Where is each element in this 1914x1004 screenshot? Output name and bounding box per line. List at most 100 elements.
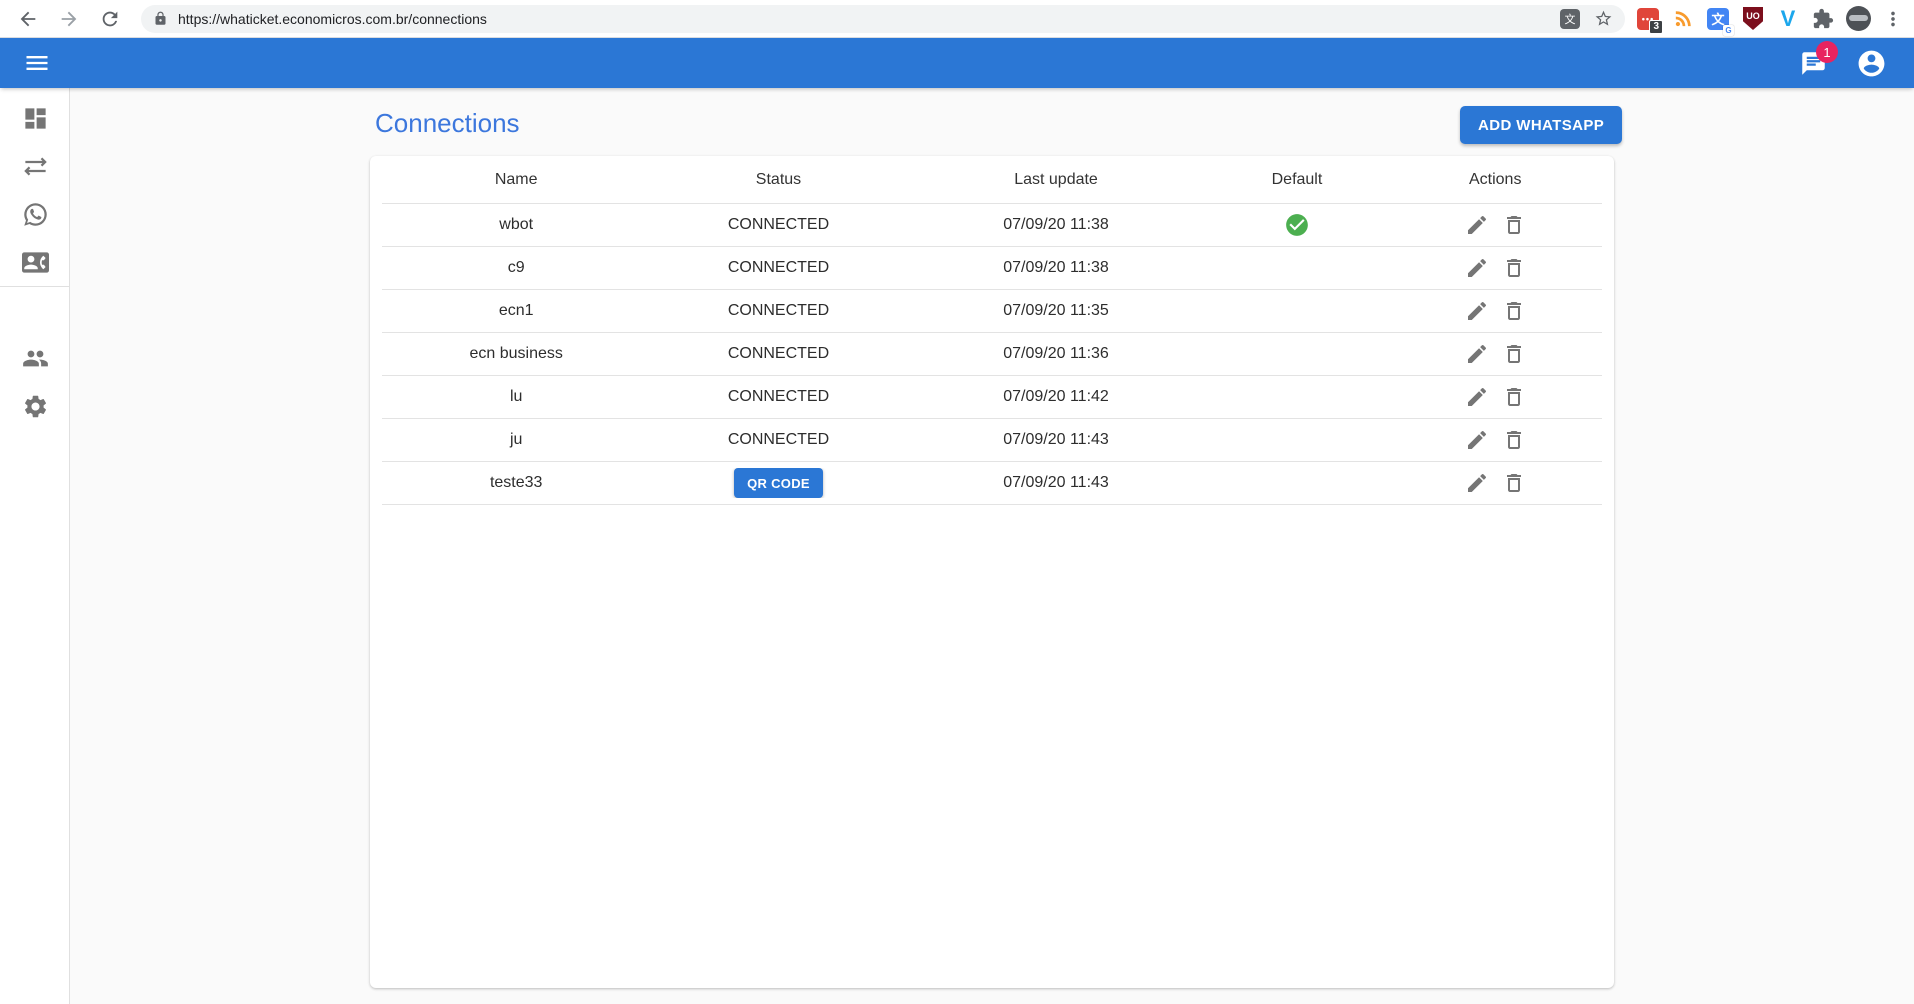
- trash-icon: [1502, 471, 1526, 495]
- table-row: lu CONNECTED 07/09/20 11:42: [382, 376, 1602, 419]
- sidebar-item-connections[interactable]: [0, 190, 70, 238]
- connection-last-update: 07/09/20 11:43: [1003, 431, 1109, 448]
- main-content: Connections ADD WHATSAPP Name Status Las…: [70, 88, 1914, 1004]
- connection-actions: [1388, 469, 1602, 497]
- app-bar: 1: [0, 38, 1914, 88]
- sidebar-item-users[interactable]: [0, 334, 70, 382]
- table-row: ecn1 CONNECTED 07/09/20 11:35: [382, 290, 1602, 333]
- sidebar-item-tickets[interactable]: [0, 142, 70, 190]
- delete-connection-button[interactable]: [1500, 383, 1528, 411]
- connection-actions: [1388, 426, 1602, 454]
- extension-rss-icon[interactable]: [1670, 5, 1696, 33]
- extensions-puzzle-icon[interactable]: [1810, 5, 1836, 33]
- dashboard-icon: [22, 105, 49, 132]
- sidebar: [0, 88, 70, 1004]
- connection-name: lu: [509, 388, 523, 405]
- whatsapp-icon: [22, 201, 49, 228]
- people-icon: [22, 345, 49, 372]
- pencil-icon: [1465, 256, 1489, 280]
- extension-count-badge: 3: [1649, 19, 1663, 34]
- connection-status: CONNECTED: [727, 216, 830, 233]
- trash-icon: [1502, 256, 1526, 280]
- connection-status: CONNECTED: [727, 302, 830, 319]
- extension-ublock-icon[interactable]: UO: [1740, 5, 1766, 33]
- delete-connection-button[interactable]: [1500, 469, 1528, 497]
- connection-status: CONNECTED: [727, 431, 830, 448]
- delete-connection-button[interactable]: [1500, 254, 1528, 282]
- browser-menu-kebab-icon[interactable]: [1880, 5, 1906, 33]
- contact-phone-icon: [22, 249, 49, 276]
- connections-table-card: Name Status Last update Default Actions …: [370, 156, 1614, 988]
- menu-hamburger-button[interactable]: [19, 45, 55, 81]
- connection-actions: [1388, 340, 1602, 368]
- extension-v-icon[interactable]: V: [1775, 5, 1801, 33]
- browser-profile-avatar[interactable]: [1845, 5, 1871, 33]
- trash-icon: [1502, 342, 1526, 366]
- connection-name: ju: [509, 431, 523, 448]
- connection-status: CONNECTED: [727, 345, 830, 362]
- table-row: teste33 QR CODE 07/09/20 11:43: [382, 462, 1602, 505]
- pencil-icon: [1465, 385, 1489, 409]
- table-header-row: Name Status Last update Default Actions: [382, 156, 1602, 204]
- connection-actions: [1388, 297, 1602, 325]
- table-row: ju CONNECTED 07/09/20 11:43: [382, 419, 1602, 462]
- notifications-chat-button[interactable]: 1: [1794, 41, 1838, 82]
- delete-connection-button[interactable]: [1500, 340, 1528, 368]
- pencil-icon: [1465, 471, 1489, 495]
- trash-icon: [1502, 428, 1526, 452]
- delete-connection-button[interactable]: [1500, 426, 1528, 454]
- address-bar[interactable]: https://whaticket.economicros.com.br/con…: [141, 4, 1625, 33]
- bookmark-star-icon[interactable]: [1594, 9, 1613, 28]
- connection-last-update: 07/09/20 11:35: [1003, 302, 1109, 319]
- extension-red-badge-icon[interactable]: ••• 3: [1635, 5, 1663, 34]
- browser-forward-button[interactable]: [57, 7, 81, 31]
- edit-connection-button[interactable]: [1463, 297, 1491, 325]
- extension-translate-icon[interactable]: 文 G: [1705, 5, 1734, 36]
- connection-default-cell: [1205, 212, 1388, 238]
- edit-connection-button[interactable]: [1463, 340, 1491, 368]
- browser-back-button[interactable]: [16, 7, 40, 31]
- sidebar-item-dashboard[interactable]: [0, 94, 70, 142]
- connection-name: c9: [507, 259, 525, 276]
- table-row: ecn business CONNECTED 07/09/20 11:36: [382, 333, 1602, 376]
- connection-status: CONNECTED: [727, 388, 830, 405]
- edit-connection-button[interactable]: [1463, 383, 1491, 411]
- gear-icon: [22, 393, 49, 420]
- table-row: c9 CONNECTED 07/09/20 11:38: [382, 247, 1602, 290]
- delete-connection-button[interactable]: [1500, 297, 1528, 325]
- add-whatsapp-button[interactable]: ADD WHATSAPP: [1460, 106, 1623, 144]
- connection-last-update: 07/09/20 11:42: [1003, 388, 1109, 405]
- trash-icon: [1502, 385, 1526, 409]
- browser-toolbar: https://whaticket.economicros.com.br/con…: [0, 0, 1914, 38]
- trash-icon: [1502, 213, 1526, 237]
- translate-g-glyph: G: [1723, 24, 1734, 36]
- connection-last-update: 07/09/20 11:38: [1003, 216, 1109, 233]
- sidebar-item-settings[interactable]: [0, 382, 70, 430]
- trash-icon: [1502, 299, 1526, 323]
- delete-connection-button[interactable]: [1500, 211, 1528, 239]
- header-name: Name: [494, 170, 538, 188]
- sidebar-divider: [0, 286, 69, 287]
- sidebar-item-contacts[interactable]: [0, 238, 70, 286]
- notification-badge: 1: [1816, 41, 1838, 63]
- edit-connection-button[interactable]: [1463, 254, 1491, 282]
- edit-connection-button[interactable]: [1463, 469, 1491, 497]
- edit-connection-button[interactable]: [1463, 211, 1491, 239]
- connection-actions: [1388, 211, 1602, 239]
- url-text[interactable]: https://whaticket.economicros.com.br/con…: [178, 10, 487, 27]
- pencil-icon: [1465, 299, 1489, 323]
- account-menu-button[interactable]: [1852, 44, 1890, 82]
- edit-connection-button[interactable]: [1463, 426, 1491, 454]
- translate-page-icon[interactable]: 文: [1560, 8, 1580, 29]
- connection-name: ecn business: [469, 345, 563, 362]
- default-check-icon: [1284, 212, 1310, 238]
- connection-name: wbot: [499, 216, 534, 233]
- header-last-update: Last update: [1014, 170, 1098, 188]
- header-actions: Actions: [1468, 170, 1522, 188]
- page-title: Connections: [375, 108, 520, 138]
- header-status: Status: [755, 170, 802, 188]
- sync-alt-icon: [22, 153, 49, 180]
- pencil-icon: [1465, 342, 1489, 366]
- browser-reload-button[interactable]: [98, 7, 122, 31]
- qr-code-button[interactable]: QR CODE: [734, 468, 823, 498]
